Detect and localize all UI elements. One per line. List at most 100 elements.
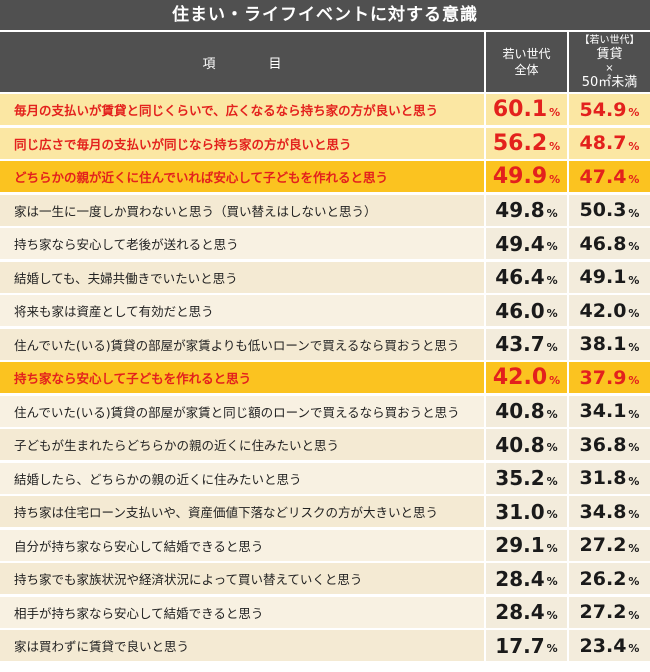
value-rent: 23.4 — [579, 634, 627, 657]
value-rent: 54.9 — [579, 98, 627, 121]
value-all-cell: 56.2% — [486, 127, 567, 159]
header-all: 若い世代 全体 — [486, 32, 567, 92]
table-row: 持ち家は住宅ローン支払いや、資産価値下落などリスクの方が大きいと思う 31.0% 3… — [0, 496, 650, 527]
percent-unit: % — [628, 608, 640, 622]
table-row: 家は一生に一度しか買わないと思う（買い替えはしないと思う） 49.8% 50.3% — [0, 194, 650, 226]
value-all-cell: 42.0% — [486, 362, 567, 393]
value-all-cell: 46.0% — [486, 295, 567, 326]
value-all-cell: 46.4% — [486, 261, 567, 293]
percent-unit: % — [546, 508, 558, 521]
value-all-cell: 60.1% — [486, 94, 567, 125]
row-label: 住んでいた(いる)賃貸の部屋が家賃よりも低いローンで買えるなら買おうと思う — [0, 328, 484, 360]
percent-unit: % — [628, 541, 640, 555]
percent-unit: % — [628, 106, 640, 119]
row-label: 家は買わずに賃貸で良いと思う — [0, 630, 484, 661]
value-rent-cell: 49.1% — [569, 261, 650, 293]
value-rent-cell: 26.2% — [569, 563, 650, 594]
value-rent: 34.8 — [579, 500, 627, 523]
table-row: 家は買わずに賃貸で良いと思う 17.7% 23.4% — [0, 630, 650, 661]
value-rent-cell: 42.0% — [569, 295, 650, 326]
percent-unit: % — [546, 340, 558, 354]
percent-unit: % — [546, 474, 558, 488]
percent-unit: % — [628, 307, 640, 320]
row-label: 結婚しても、夫婦共働きでいたいと思う — [0, 261, 484, 293]
value-rent: 38.1 — [579, 333, 627, 355]
value-all-cell: 49.9% — [486, 161, 567, 192]
row-label: どちらかの親が近くに住んでいれば安心して子どもを作れると思う — [0, 161, 484, 192]
value-rent-cell: 47.4% — [569, 161, 650, 192]
percent-unit: % — [628, 642, 640, 655]
percent-unit: % — [549, 106, 561, 119]
header-all-line2: 全体 — [514, 63, 539, 77]
value-all-cell: 49.8% — [486, 194, 567, 226]
value-all: 28.4 — [495, 566, 545, 591]
value-rent-cell: 31.8% — [569, 462, 650, 494]
table-row: 子どもが生まれたらどちらかの親の近くに住みたいと思う 40.8% 36.8% — [0, 429, 650, 460]
value-all: 35.2 — [495, 466, 545, 490]
row-label: 持ち家なら安心して老後が送れると思う — [0, 228, 484, 259]
header-item-label: 項 目 — [202, 56, 302, 72]
table-title: 住まい・ライフイベントに対する意識 — [0, 0, 650, 30]
value-all: 49.9 — [492, 164, 548, 189]
value-all: 46.4 — [495, 265, 545, 289]
row-label: 同じ広さで毎月の支払いが同じなら持ち家の方が良いと思う — [0, 127, 484, 159]
value-all-cell: 28.4% — [486, 563, 567, 594]
percent-unit: % — [628, 441, 640, 454]
value-all: 60.1 — [492, 97, 548, 122]
percent-unit: % — [549, 139, 561, 153]
header-rent-line4: 50㎡未満 — [581, 75, 638, 90]
value-all-cell: 31.0% — [486, 496, 567, 527]
value-rent-cell: 48.7% — [569, 127, 650, 159]
value-rent-cell: 27.2% — [569, 596, 650, 628]
value-rent: 37.9 — [579, 366, 627, 389]
value-rent: 42.0 — [579, 299, 627, 322]
row-label: 持ち家なら安心して子どもを作れると思う — [0, 362, 484, 393]
percent-unit: % — [628, 474, 640, 488]
table-row: どちらかの親が近くに住んでいれば安心して子どもを作れると思う 49.9% 47.4% — [0, 161, 650, 192]
percent-unit: % — [546, 575, 558, 588]
row-label: 自分が持ち家なら安心して結婚できると思う — [0, 529, 484, 561]
table-row: 住んでいた(いる)賃貸の部屋が家賃よりも低いローンで買えるなら買おうと思う 43.… — [0, 328, 650, 360]
percent-unit: % — [628, 340, 640, 354]
value-all: 40.8 — [495, 399, 545, 423]
value-rent-cell: 23.4% — [569, 630, 650, 661]
table-row: 同じ広さで毎月の支払いが同じなら持ち家の方が良いと思う 56.2% 48.7% — [0, 127, 650, 159]
header-item: 項 目 — [0, 32, 484, 92]
table-row: 持ち家なら安心して子どもを作れると思う 42.0% 37.9% — [0, 362, 650, 393]
percent-unit: % — [546, 541, 558, 555]
value-all-cell: 17.7% — [486, 630, 567, 661]
row-label: 結婚したら、どちらかの親の近くに住みたいと思う — [0, 462, 484, 494]
value-rent-cell: 50.3% — [569, 194, 650, 226]
percent-unit: % — [546, 642, 558, 655]
value-all-cell: 43.7% — [486, 328, 567, 360]
value-rent: 27.2 — [579, 601, 627, 623]
value-rent: 27.2 — [579, 534, 627, 556]
value-all: 17.7 — [495, 633, 545, 658]
value-all: 49.8 — [495, 198, 545, 222]
header-rent-line2: 賃貸 — [596, 47, 623, 62]
value-all: 28.4 — [495, 600, 545, 624]
value-rent: 49.1 — [579, 266, 627, 288]
table-row: 相手が持ち家なら安心して結婚できると思う 28.4% 27.2% — [0, 596, 650, 628]
percent-unit: % — [628, 575, 640, 588]
value-rent-cell: 38.1% — [569, 328, 650, 360]
value-all-cell: 49.4% — [486, 228, 567, 259]
percent-unit: % — [549, 173, 561, 186]
row-label: 持ち家でも家族状況や経済状況によって買い替えていくと思う — [0, 563, 484, 594]
value-all-cell: 40.8% — [486, 395, 567, 427]
row-label: 持ち家は住宅ローン支払いや、資産価値下落などリスクの方が大きいと思う — [0, 496, 484, 527]
percent-unit: % — [546, 206, 558, 220]
percent-unit: % — [549, 374, 561, 387]
row-label: 家は一生に一度しか買わないと思う（買い替えはしないと思う） — [0, 194, 484, 226]
row-label: 子どもが生まれたらどちらかの親の近くに住みたいと思う — [0, 429, 484, 460]
value-rent-cell: 34.1% — [569, 395, 650, 427]
value-rent: 48.7 — [579, 132, 627, 154]
percent-unit: % — [628, 508, 640, 521]
value-all: 46.0 — [495, 298, 545, 323]
value-all-cell: 28.4% — [486, 596, 567, 628]
value-all: 43.7 — [495, 332, 545, 356]
value-all: 49.4 — [495, 231, 545, 256]
value-all-cell: 40.8% — [486, 429, 567, 460]
value-all: 29.1 — [495, 533, 545, 557]
